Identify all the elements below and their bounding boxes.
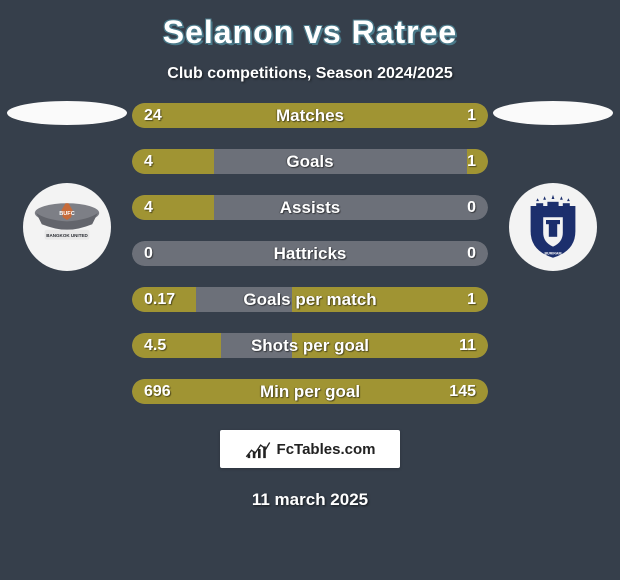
right-team-column: BURIRAM <box>488 101 618 271</box>
stat-value-right: 11 <box>459 337 476 355</box>
right-club-badge[interactable]: BURIRAM <box>509 183 597 271</box>
stat-label: Shots per goal <box>251 336 369 356</box>
stat-value-left: 0 <box>144 245 153 263</box>
stat-label: Assists <box>280 198 340 218</box>
stat-value-right: 1 <box>467 107 476 125</box>
subtitle: Club competitions, Season 2024/2025 <box>0 65 620 83</box>
stat-value-left: 0.17 <box>144 291 175 309</box>
stat-bar: 4 0 Assists <box>132 195 488 220</box>
main-row: BUFC BANGKOK UNITED 24 1 Matches 4 1 Goals 4 0 A… <box>0 101 620 404</box>
stat-value-right: 0 <box>467 199 476 217</box>
footer-date: 11 march 2025 <box>0 490 620 510</box>
buriram-united-badge-icon: BURIRAM <box>518 192 588 262</box>
svg-text:BUFC: BUFC <box>59 211 75 217</box>
stat-value-left: 24 <box>144 107 162 125</box>
stat-label: Matches <box>276 106 344 126</box>
stat-value-left: 4 <box>144 199 153 217</box>
left-name-pill <box>7 101 127 125</box>
stat-value-right: 1 <box>467 153 476 171</box>
svg-text:BANGKOK UNITED: BANGKOK UNITED <box>46 233 88 238</box>
stat-bar: 4 1 Goals <box>132 149 488 174</box>
left-club-badge[interactable]: BUFC BANGKOK UNITED <box>23 183 111 271</box>
stat-bar: 0 0 Hattricks <box>132 241 488 266</box>
stat-label: Min per goal <box>260 382 360 402</box>
stat-bar: 24 1 Matches <box>132 103 488 128</box>
stat-value-left: 696 <box>144 383 171 401</box>
bangkok-united-badge-icon: BUFC BANGKOK UNITED <box>32 192 102 262</box>
stat-value-left: 4 <box>144 153 153 171</box>
stat-value-right: 1 <box>467 291 476 309</box>
page-title: Selanon vs Ratree <box>0 14 620 51</box>
stat-value-left: 4.5 <box>144 337 166 355</box>
stat-bar: 696 145 Min per goal <box>132 379 488 404</box>
svg-text:BURIRAM: BURIRAM <box>544 251 561 255</box>
stat-value-right: 145 <box>449 383 476 401</box>
right-name-pill <box>493 101 613 125</box>
stat-value-right: 0 <box>467 245 476 263</box>
stat-bar: 0.17 1 Goals per match <box>132 287 488 312</box>
comparison-card: Selanon vs Ratree Club competitions, Sea… <box>0 0 620 580</box>
brand-box[interactable]: FcTables.com <box>220 430 400 468</box>
left-team-column: BUFC BANGKOK UNITED <box>2 101 132 271</box>
stat-label: Goals per match <box>243 290 376 310</box>
brand-text: FcTables.com <box>277 441 376 458</box>
stat-bar: 4.5 11 Shots per goal <box>132 333 488 358</box>
stat-label: Goals <box>286 152 333 172</box>
fctables-logo-icon <box>245 438 271 460</box>
stats-bars: 24 1 Matches 4 1 Goals 4 0 Assists 0 0 Hattricks 0.1… <box>132 101 488 404</box>
stat-label: Hattricks <box>274 244 347 264</box>
